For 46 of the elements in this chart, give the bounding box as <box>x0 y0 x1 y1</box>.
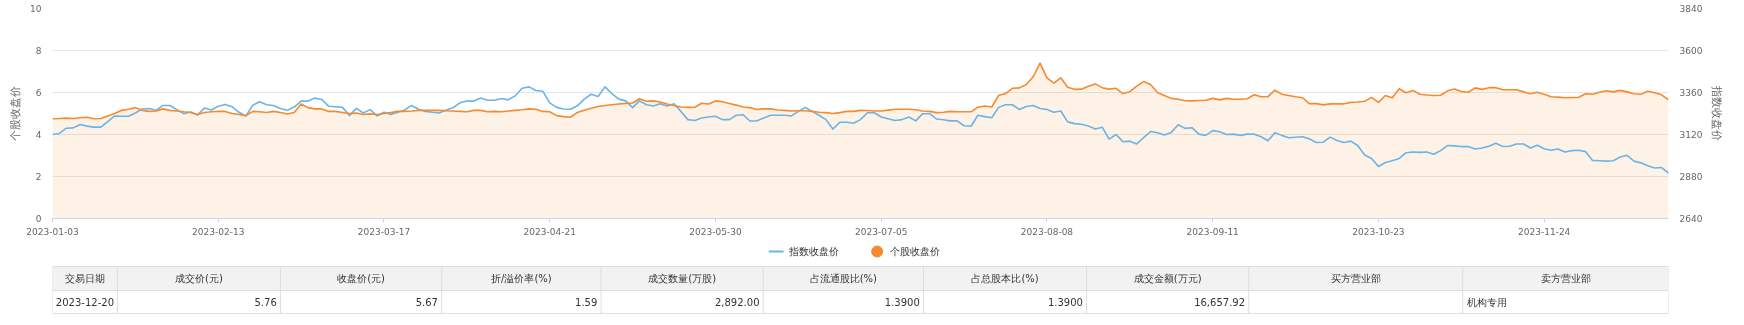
text: 成交价(元) <box>175 273 223 285</box>
y-tick-label: 0 <box>35 214 42 224</box>
y2-tick-label: 3600 <box>1679 46 1703 56</box>
y-tick-label: 6 <box>35 88 42 98</box>
text: 5.67 <box>415 297 438 308</box>
x-tick-label: 2023-07-05 <box>855 226 908 237</box>
text: 成交数量(万股) <box>648 273 717 285</box>
y2-tick-label: 3360 <box>1679 88 1703 98</box>
x-tick-label: 2023-08-08 <box>1020 226 1074 237</box>
x-tick-label: 2023-01-03 <box>26 226 79 237</box>
text: 成交金额(万元) <box>1133 273 1202 285</box>
y-tick-label: 2 <box>35 172 42 182</box>
y2-tick-label: 3840 <box>1679 4 1703 14</box>
text: 买方营业部 <box>1330 273 1381 285</box>
x-tick-label: 2023-10-23 <box>1352 226 1405 237</box>
y2-tick-label: 3120 <box>1679 130 1703 140</box>
y2-axis-title: 指数收盘价 <box>1710 85 1724 141</box>
text: 收盘价(元) <box>337 273 386 285</box>
text: 交易日期 <box>64 273 105 285</box>
text: 16,657.92 <box>1194 297 1246 308</box>
y-tick-label: 4 <box>35 130 42 140</box>
x-tick-label: 2023-11-24 <box>1518 226 1571 237</box>
x-tick-label: 2023-04-21 <box>523 226 576 237</box>
y-tick-label: 10 <box>30 4 42 14</box>
legend-label: 指数收盘价 <box>788 246 840 257</box>
text: 2023-12-20 <box>55 297 114 308</box>
text: 占总股本比(%) <box>971 273 1039 285</box>
text: 卖方营业部 <box>1540 273 1591 285</box>
line-series <box>52 86 1669 174</box>
x-tick-label: 2023-05-30 <box>689 226 742 237</box>
legend-label: 个股收盘价 <box>890 246 941 257</box>
text: 机构专用 <box>1466 296 1507 308</box>
text: 5.76 <box>254 297 277 308</box>
text: 2,892.00 <box>714 297 760 308</box>
x-tick-label: 2023-02-13 <box>192 226 245 237</box>
x-tick-label: 2023-09-11 <box>1186 226 1239 237</box>
text: 1.3900 <box>1047 297 1083 308</box>
x-tick-label: 2023-03-17 <box>357 226 411 237</box>
y-axis-title: 个股收盘价 <box>9 86 23 141</box>
text: 1.59 <box>575 297 598 308</box>
y-tick-label: 8 <box>35 46 42 56</box>
text: 折/溢价率(%) <box>491 273 552 285</box>
y2-tick-label: 2640 <box>1679 214 1703 224</box>
y2-tick-label: 2880 <box>1679 172 1703 182</box>
text: 占流通股比(%) <box>809 273 878 285</box>
text: 1.3900 <box>884 297 920 308</box>
